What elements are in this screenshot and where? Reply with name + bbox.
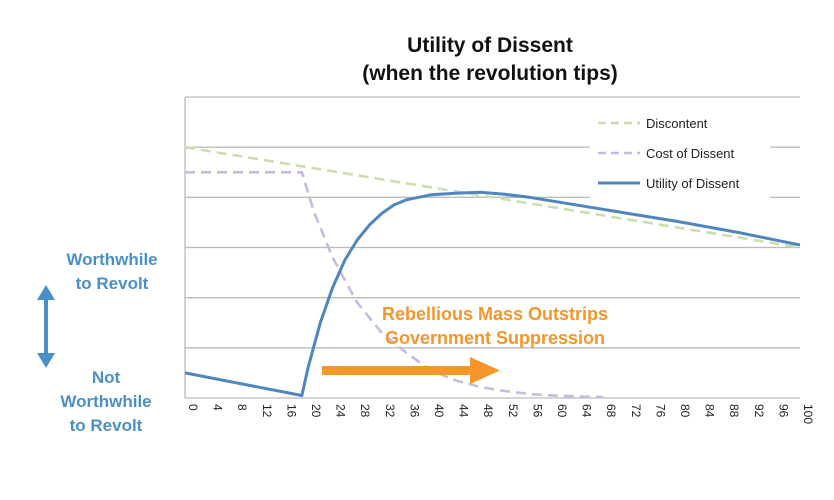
series-line-2 (184, 190, 801, 397)
x-tick-label: 12 (260, 404, 274, 418)
chart-title: Utility of Dissent (407, 34, 573, 57)
x-tick-label: 96 (776, 404, 790, 418)
right-arrow-icon (322, 357, 500, 384)
x-tick-label: 84 (703, 404, 717, 418)
annotation-not-line3: to Revolt (70, 416, 143, 435)
x-tick-label: 68 (604, 404, 618, 418)
x-tick-label: 56 (530, 404, 544, 418)
x-tick-label: 16 (284, 404, 298, 418)
x-tick-label: 44 (457, 404, 471, 418)
x-tick-labels: 0 4 8 12 16 20 24 28 32 36 40 44 48 52 56 60 64 68 72 76 80 8… (186, 404, 815, 424)
x-tick-label: 100 (801, 404, 815, 424)
x-tick-label: 92 (752, 404, 766, 418)
x-tick-label: 40 (432, 404, 446, 418)
legend-label: Cost of Dissent (646, 146, 735, 161)
x-tick-label: 32 (383, 404, 397, 418)
left-annotation-top: Worthwhile to Revolt (66, 250, 157, 293)
x-tick-label: 52 (506, 404, 520, 418)
x-tick-label: 64 (580, 404, 594, 418)
x-tick-label: 8 (235, 404, 249, 411)
legend-label: Discontent (646, 116, 708, 131)
legend-label: Utility of Dissent (646, 176, 740, 191)
series-line-0 (184, 145, 801, 249)
annotation-rebellious-line1: Rebellious Mass Outstrips (382, 304, 608, 324)
annotation-worthwhile-line1: Worthwhile (66, 250, 157, 269)
x-tick-label: 4 (211, 404, 225, 411)
x-tick-label: 28 (358, 404, 372, 418)
center-annotation: Rebellious Mass Outstrips Government Sup… (382, 304, 608, 348)
chart-subtitle: (when the revolution tips) (362, 62, 618, 85)
x-tick-label: 80 (678, 404, 692, 418)
x-tick-label: 76 (653, 404, 667, 418)
x-tick-label: 72 (629, 404, 643, 418)
vertical-arrow-icon (37, 285, 55, 368)
annotation-not-line2: Worthwhile (60, 392, 151, 411)
x-tick-label: 0 (186, 404, 200, 411)
x-tick-label: 48 (481, 404, 495, 418)
legend: Discontent Cost of Dissent Utility of Diss… (590, 108, 770, 198)
annotation-rebellious-line2: Government Suppression (385, 328, 605, 348)
x-tick-label: 20 (309, 404, 323, 418)
left-annotation-bottom: Not Worthwhile to Revolt (60, 368, 151, 435)
x-tick-label: 60 (555, 404, 569, 418)
x-tick-label: 24 (334, 404, 348, 418)
annotation-worthwhile-line2: to Revolt (76, 274, 149, 293)
annotation-not-line1: Not (92, 368, 121, 387)
x-tick-label: 88 (727, 404, 741, 418)
x-tick-label: 36 (407, 404, 421, 418)
